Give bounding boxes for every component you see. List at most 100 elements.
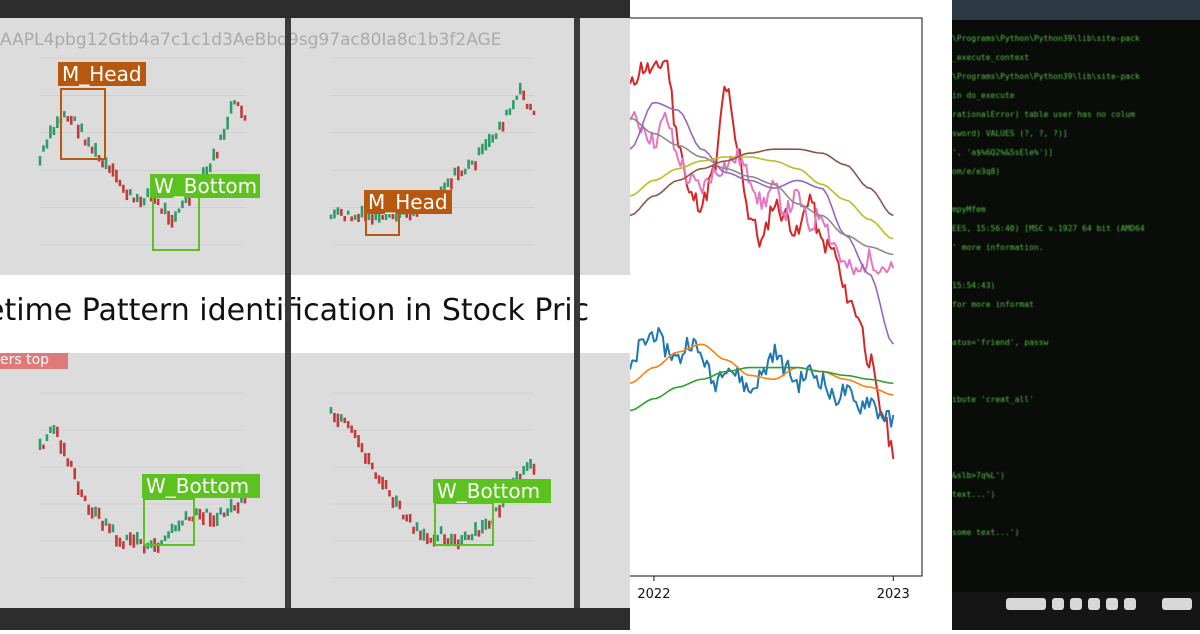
candle (391, 497, 395, 509)
candle (340, 414, 343, 422)
candle (129, 189, 132, 196)
candle (443, 182, 446, 195)
candle (484, 518, 488, 530)
candle (460, 535, 464, 546)
candle (125, 534, 129, 541)
terminal-line: 15:54:43) (952, 281, 996, 290)
candle (336, 413, 340, 428)
candle (104, 518, 108, 526)
candle (63, 111, 66, 118)
candle (484, 138, 488, 151)
chart-top-right (291, 18, 574, 275)
candle (515, 95, 519, 100)
taskbar-app-icon (1162, 598, 1192, 610)
candle (360, 443, 364, 453)
candle (443, 534, 446, 546)
candle (374, 212, 378, 221)
terminal-line: EES, 15:56:40) [MSC v.1927 64 bit (AMD64 (952, 224, 1145, 233)
candle (532, 463, 536, 475)
candle (505, 109, 508, 116)
candle (122, 184, 125, 193)
terminal-frame-top (952, 0, 1200, 20)
candle (374, 472, 378, 479)
w-bottom-label-top-left: W_Bottom (150, 174, 260, 198)
candle (370, 214, 374, 225)
headline: etime Pattern identification in Stock Pr… (0, 293, 590, 328)
candle (94, 506, 97, 517)
candle (104, 157, 108, 170)
candle (408, 209, 412, 221)
candle (181, 520, 184, 526)
candle (501, 121, 505, 132)
candle (69, 115, 73, 125)
candle (122, 541, 125, 550)
candle (76, 481, 80, 496)
candle (111, 163, 115, 177)
candle (129, 532, 132, 546)
candle (388, 490, 391, 497)
candle (170, 523, 174, 533)
candle (66, 116, 70, 122)
taskbar-app-icon (1124, 598, 1136, 610)
candle (174, 211, 177, 222)
candle (132, 197, 136, 203)
candle (135, 531, 139, 545)
candle (118, 179, 122, 187)
candle (90, 146, 94, 154)
candle (453, 167, 457, 176)
candle (125, 189, 129, 201)
candle (450, 178, 453, 190)
candle (160, 208, 163, 214)
candle (115, 169, 118, 183)
candle (233, 100, 236, 105)
candle (346, 420, 350, 429)
terminal-line: in do_execute (952, 91, 1015, 100)
candle (80, 123, 83, 132)
series-line-1 (629, 111, 895, 276)
candle (481, 519, 484, 534)
chart-bottom-far (580, 353, 630, 608)
candle (474, 522, 477, 536)
candle (518, 82, 522, 95)
candle (384, 212, 388, 221)
w-bottom-label-bottom-left: W_Bottom (142, 474, 260, 498)
candle (494, 133, 498, 140)
candle (156, 198, 160, 206)
terminal-output: \Programs\Python\Python39\lib\site-pack … (952, 22, 1200, 582)
candle (460, 170, 464, 177)
candle (215, 151, 219, 159)
candle (474, 161, 477, 171)
divider-vertical-2 (574, 18, 580, 608)
candle (453, 534, 457, 547)
candle (226, 508, 229, 517)
candle (42, 145, 45, 152)
candle (364, 453, 367, 464)
candle (111, 524, 115, 533)
candle (83, 495, 87, 502)
series-line-0 (629, 59, 895, 460)
terminal-line: ' more information. (952, 243, 1044, 252)
candle (45, 434, 49, 442)
m-head-label-top-right: M_Head (364, 190, 452, 214)
candle (233, 505, 236, 511)
candle (52, 126, 56, 136)
candle (101, 520, 104, 531)
candle (76, 124, 80, 139)
overlay-badge: ers top (0, 353, 68, 369)
taskbar-search-icon (1006, 598, 1046, 610)
series-line-4 (629, 156, 894, 240)
candle (66, 458, 70, 467)
candle (367, 452, 371, 465)
candle (498, 504, 501, 518)
candle (222, 512, 226, 518)
candle (49, 125, 52, 139)
headline-band: etime Pattern identification in Stock Pr… (0, 275, 630, 353)
w-bottom-box-bottom-right (434, 502, 494, 546)
taskbar-app-icon (1052, 598, 1064, 610)
candles-bottom-left (38, 392, 247, 579)
candle (184, 195, 188, 204)
candle (163, 535, 167, 542)
m-head-box-top-left (60, 88, 106, 160)
series-line-7 (629, 343, 894, 396)
candle (118, 537, 122, 547)
